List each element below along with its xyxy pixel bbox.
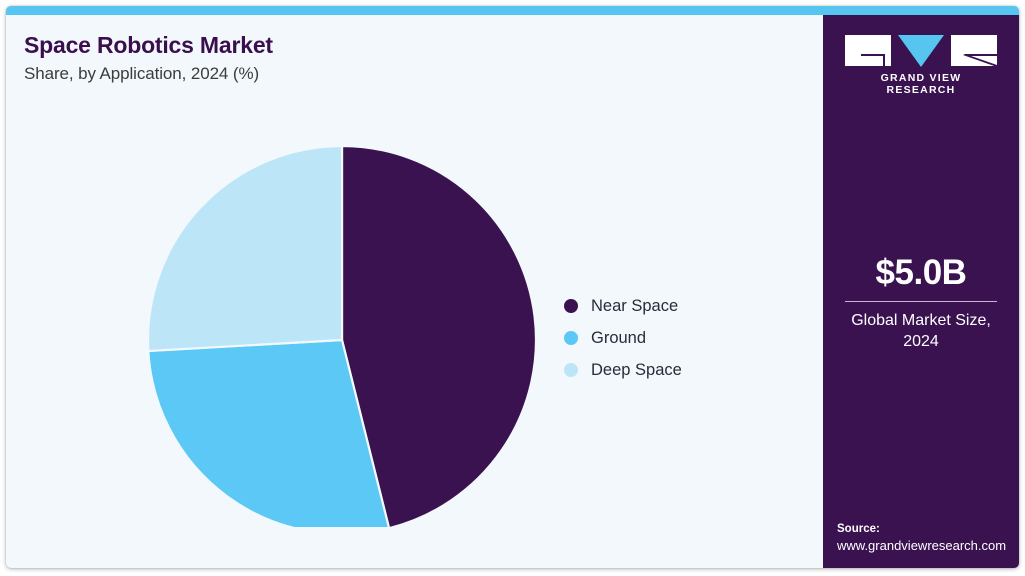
legend-label-deep-space: Deep Space xyxy=(591,360,682,379)
source-label: Source: xyxy=(837,523,880,536)
gvr-logomark-icon xyxy=(845,35,997,67)
legend-item-deep-space[interactable]: Deep Space xyxy=(564,354,794,386)
source-url[interactable]: www.grandviewresearch.com xyxy=(837,538,1007,554)
market-size-value: $5.0B xyxy=(875,253,967,292)
chart-card: Space Robotics Market Share, by Applicat… xyxy=(6,6,1019,568)
top-accent-bar xyxy=(6,6,1019,15)
pie-chart xyxy=(136,127,536,527)
page-title: Space Robotics Market xyxy=(24,32,273,58)
brand-side-panel: GRAND VIEW RESEARCH $5.0B Global Market … xyxy=(823,15,1019,568)
grand-view-research-logo: GRAND VIEW RESEARCH xyxy=(845,34,997,96)
market-size-block: $5.0B Global Market Size, 2024 xyxy=(823,253,1019,353)
pie-chart-svg xyxy=(146,144,536,527)
legend-swatch-ground xyxy=(564,331,578,345)
legend-label-near-space: Near Space xyxy=(591,296,679,315)
logo-wordmark: GRAND VIEW RESEARCH xyxy=(880,72,962,96)
legend-item-near-space[interactable]: Near Space xyxy=(564,290,794,322)
chart-legend: Near Space Ground Deep Space xyxy=(564,290,794,386)
pie-slice-deep-space[interactable] xyxy=(146,144,344,353)
legend-swatch-deep-space xyxy=(564,363,578,377)
chart-subtitle: Share, by Application, 2024 (%) xyxy=(24,64,260,83)
pie-slice-near-space[interactable] xyxy=(340,144,536,527)
chart-pane: Space Robotics Market Share, by Applicat… xyxy=(6,15,823,568)
market-divider xyxy=(845,300,997,302)
source-block: Source: www.grandviewresearch.com xyxy=(837,521,1019,555)
legend-item-ground[interactable]: Ground xyxy=(564,322,794,354)
market-size-caption: Global Market Size, 2024 xyxy=(851,311,991,351)
pie-slice-group xyxy=(146,144,536,527)
pie-slice-ground[interactable] xyxy=(147,338,390,527)
legend-label-ground: Ground xyxy=(591,328,647,347)
legend-swatch-near-space xyxy=(564,299,578,313)
